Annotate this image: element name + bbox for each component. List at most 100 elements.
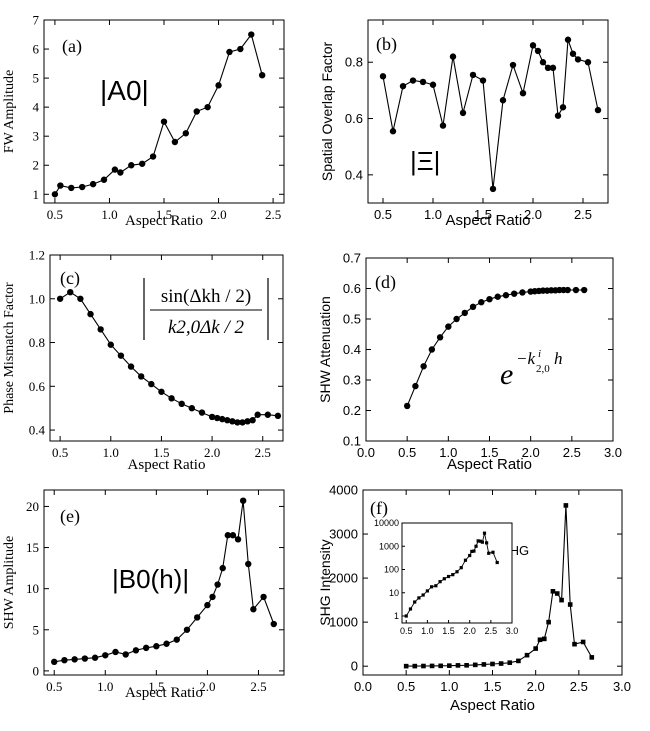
data-point [412, 382, 419, 390]
x-tick-label: 0.5 [374, 207, 392, 222]
data-point [158, 388, 165, 395]
data-point [403, 663, 409, 669]
data-point [188, 404, 196, 412]
x-tick-label: 0.5 [52, 445, 68, 460]
data-point [511, 290, 518, 297]
panel-label: (a) [62, 36, 82, 57]
inset-data-point [472, 549, 476, 553]
y-tick-label: 0.8 [29, 335, 45, 350]
panel-b: 0.5 1.0 1.5 2.0 2.5 0.4 0.6 0.8 Aspect Ratio Spat… [319, 19, 609, 229]
inset-x-tick-label: 2.5 [485, 626, 498, 636]
data-point [260, 593, 267, 601]
data-point [102, 652, 109, 659]
x-tick-label: 2.0 [527, 679, 545, 694]
data-point [399, 82, 407, 90]
y-tick-label: 7 [33, 13, 40, 28]
x-tick-label: 2.0 [204, 445, 220, 460]
data-point [258, 71, 266, 79]
data-point [490, 661, 495, 667]
data-point [178, 400, 185, 407]
y-tick-label: 10 [26, 581, 39, 596]
x-tick-label: 1.0 [97, 679, 113, 694]
x-tick-label: 1.5 [153, 445, 169, 460]
annotation-base: e [500, 358, 513, 391]
data-point [459, 109, 467, 117]
data-point [229, 532, 237, 539]
y-tick-label: 0.4 [345, 167, 363, 182]
data-point [107, 341, 114, 348]
series-line [54, 33, 263, 195]
data-point [572, 641, 577, 647]
x-tick-label: 1.0 [424, 207, 442, 222]
inset-data-point [487, 551, 491, 555]
data-point [89, 180, 97, 188]
inset-data-point [482, 531, 487, 535]
inset-data-point [468, 553, 472, 558]
y-tick-label: 3000 [329, 527, 358, 542]
inset-data-point [495, 560, 499, 565]
data-point [499, 97, 507, 104]
data-point [481, 662, 487, 667]
data-point [498, 661, 504, 666]
data-point [160, 118, 168, 125]
y-axis-label: FW Amplitude [2, 70, 17, 153]
data-point [97, 326, 104, 333]
data-point [245, 560, 252, 568]
x-tick-label: 0.0 [354, 679, 372, 694]
data-point [254, 411, 261, 418]
inset-data-point [485, 541, 489, 545]
data-point [208, 413, 216, 421]
panel-label: (d) [375, 272, 396, 293]
plot-frame [365, 257, 614, 442]
x-tick-label: 1.5 [483, 679, 501, 694]
panel-f: 0.0 0.5 1.0 1.5 2.0 2.5 3.0 0 1000 2000 3000 4000 As… [317, 483, 631, 715]
x-axis-label: Aspect Ratio [450, 697, 535, 714]
inset-data-point [408, 607, 413, 611]
y-axis-label: SHG Intensity [317, 539, 333, 625]
data-point [421, 663, 426, 669]
inset-y-tick-label: 10000 [374, 518, 399, 528]
data-point [403, 402, 411, 410]
data-point [132, 647, 140, 654]
inset-data-point [438, 580, 442, 584]
data-point [550, 589, 556, 594]
data-point [502, 292, 510, 299]
y-tick-label: 0.2 [343, 403, 361, 418]
data-point [224, 417, 231, 424]
annotation-exponent-sub: 2,0 [536, 363, 550, 375]
data-point [229, 418, 236, 425]
x-axis-label: Aspect Ratio [128, 457, 206, 473]
annotation-exponent: −k [516, 349, 535, 368]
y-axis-label: SHW Attenuation [317, 296, 333, 403]
data-point [168, 395, 175, 402]
data-point [219, 564, 226, 572]
inset-data-point [413, 600, 417, 604]
panel-label: (e) [60, 506, 80, 527]
data-point [117, 352, 125, 359]
data-point [57, 182, 64, 189]
data-point [447, 663, 452, 668]
y-tick-label: 0.8 [345, 55, 363, 70]
data-point [214, 581, 221, 588]
data-point [436, 334, 444, 341]
data-point [81, 655, 89, 662]
panel-a: 0.5 1.0 1.5 2.0 2.5 1 2 3 4 5 6 7 Aspect Ratio FW Amp… [2, 13, 285, 229]
x-tick-label: 2.0 [199, 679, 215, 694]
inset-data-point [446, 574, 451, 579]
x-axis-label: Aspect Ratio [125, 685, 203, 701]
data-point [428, 346, 436, 353]
data-point [173, 636, 180, 643]
data-point [224, 532, 232, 539]
data-point [122, 651, 129, 658]
inset-data-point [455, 570, 459, 574]
data-point [142, 644, 150, 652]
annotation-text: |A0| [100, 75, 149, 106]
data-point [56, 295, 64, 302]
annotation-denominator: k2,0Δk / 2 [168, 317, 245, 338]
x-tick-label: 1.0 [439, 445, 457, 460]
data-point [409, 77, 417, 84]
data-point [127, 363, 135, 370]
inset-data-point [474, 544, 478, 548]
data-point [71, 656, 78, 663]
x-tick-label: 2.5 [255, 445, 271, 460]
